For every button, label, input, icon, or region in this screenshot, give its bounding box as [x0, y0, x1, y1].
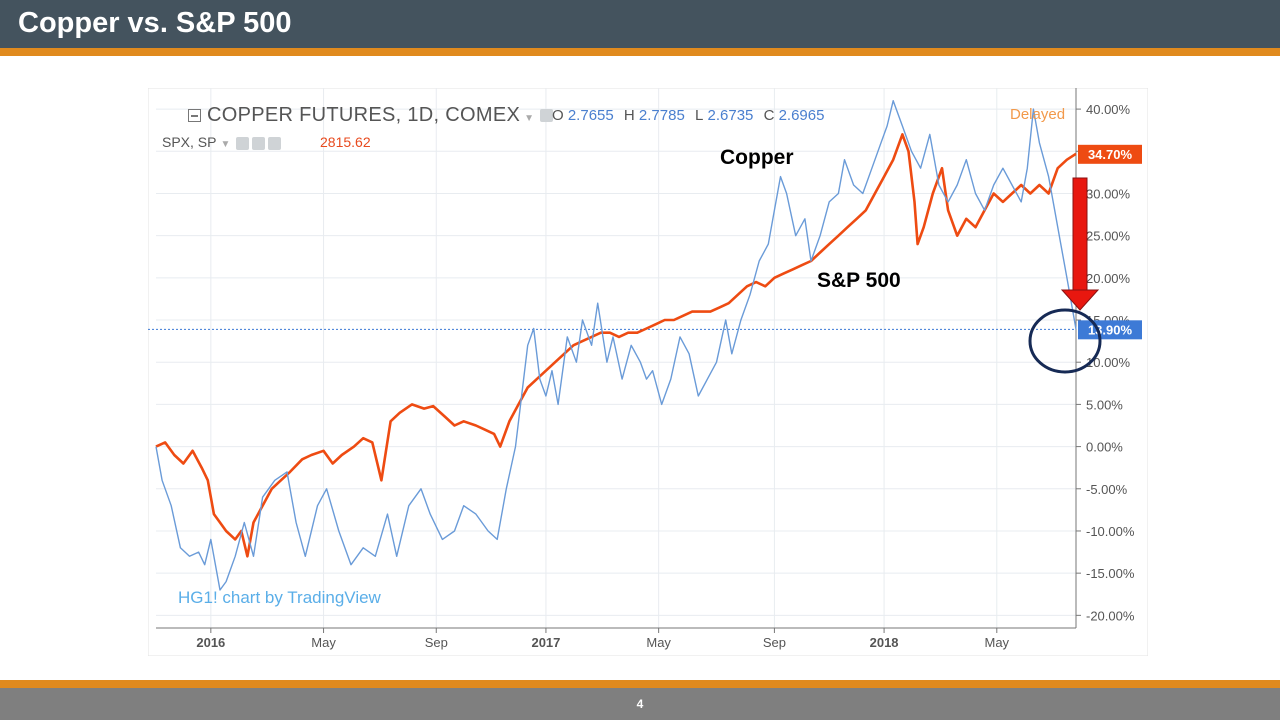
- page-number: 4: [636, 697, 644, 711]
- close-value: 2.6965: [778, 107, 825, 124]
- settings-icon[interactable]: [252, 136, 266, 150]
- y-tick-label: 5.00%: [1086, 397, 1123, 412]
- y-tick-label: 25.00%: [1086, 229, 1131, 244]
- eye-icon[interactable]: [540, 109, 554, 123]
- x-tick-label: May: [985, 635, 1010, 650]
- grid-horizontal: [156, 108, 1076, 616]
- x-tick-label: 2017: [531, 635, 560, 650]
- x-tick-label: May: [646, 635, 671, 650]
- high-value: 2.7785: [638, 107, 685, 124]
- arrow-shaft: [1072, 177, 1088, 291]
- title-bar: Copper vs. S&P 500: [0, 0, 1280, 48]
- chart-frame: 40.00%35.00%30.00%25.00%20.00%15.00%10.0…: [148, 88, 1148, 656]
- y-tick-label: 30.00%: [1086, 186, 1131, 201]
- price-chart[interactable]: 40.00%35.00%30.00%25.00%20.00%15.00%10.0…: [148, 88, 1148, 656]
- y-tick-label: -20.00%: [1086, 608, 1135, 623]
- y-tick-label: 10.00%: [1086, 355, 1131, 370]
- sp500-last-tag-box: [1078, 144, 1142, 164]
- collapse-icon[interactable]: [188, 109, 201, 123]
- x-tick-label: May: [311, 635, 336, 650]
- footer-bar: 4: [0, 688, 1280, 720]
- y-tick-label: -5.00%: [1086, 482, 1128, 497]
- down-arrow-annotation: [1060, 177, 1100, 311]
- x-tick-label: Sep: [425, 635, 448, 650]
- y-tick-label: -10.00%: [1086, 524, 1135, 539]
- tradingview-watermark[interactable]: HG1! chart by TradingView: [178, 588, 381, 607]
- compare-symbol-name: SPX, SP: [162, 134, 217, 150]
- compare-value: 2815.62: [320, 134, 371, 150]
- y-tick-label: 0.00%: [1086, 440, 1123, 455]
- open-value: 2.7655: [567, 107, 614, 124]
- open-label: O: [552, 107, 564, 124]
- title-accent-stripe: [0, 48, 1280, 56]
- slide-title: Copper vs. S&P 500: [18, 7, 292, 39]
- sp500-last-tag-label: 34.70%: [1088, 147, 1133, 162]
- close-label: C: [763, 107, 775, 124]
- y-tick-label: -15.00%: [1086, 566, 1135, 581]
- low-value: 2.6735: [707, 107, 754, 124]
- low-label: L: [694, 107, 704, 124]
- ohlc-values: O 2.7655 H 2.7785 L 2.6735 C 2.6965: [552, 107, 830, 124]
- eye-icon[interactable]: [236, 136, 250, 150]
- compare-symbol[interactable]: SPX, SP ▼: [162, 134, 284, 150]
- y-tick-label: 40.00%: [1086, 102, 1131, 117]
- delayed-label: Delayed: [1010, 106, 1066, 123]
- footer-accent-stripe: [0, 680, 1280, 688]
- symbol-dropdown-icon[interactable]: ▼: [524, 113, 535, 124]
- sp500-line: [155, 133, 1077, 558]
- high-label: H: [623, 107, 635, 124]
- compare-dropdown-icon[interactable]: ▼: [220, 139, 231, 150]
- last-value-tags: 34.70%13.90%: [1078, 144, 1142, 340]
- sp500-annotation: S&P 500: [817, 269, 901, 292]
- symbol-name: COPPER FUTURES, 1D, COMEX: [207, 104, 521, 126]
- y-tick-label: 20.00%: [1086, 271, 1131, 286]
- remove-icon[interactable]: [268, 136, 282, 150]
- copper-line: [155, 100, 1077, 591]
- chart-background: [148, 88, 1148, 656]
- arrow-head: [1060, 289, 1100, 311]
- copper-annotation: Copper: [720, 146, 794, 169]
- x-tick-label: 2016: [196, 635, 225, 650]
- highlight-circle: [1028, 308, 1102, 374]
- time-axis-labels: 2016 May Sep 2017 May Sep 2018 May: [196, 628, 1010, 650]
- x-tick-label: 2018: [870, 635, 899, 650]
- x-tick-label: Sep: [763, 635, 786, 650]
- symbol-title[interactable]: COPPER FUTURES, 1D, COMEX ▼: [188, 104, 556, 127]
